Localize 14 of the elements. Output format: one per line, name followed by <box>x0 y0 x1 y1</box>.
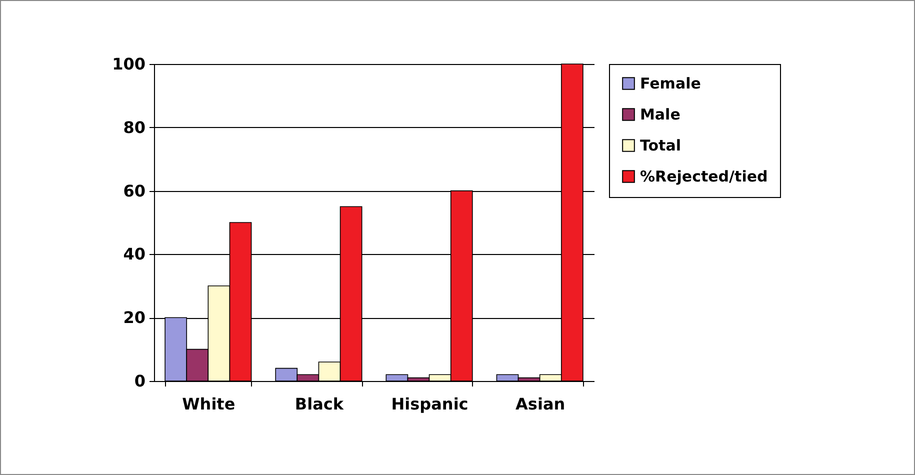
x-tick-label: White <box>182 394 236 414</box>
y-tick-label: 0 <box>134 372 146 390</box>
y-tick-label: 60 <box>123 181 146 200</box>
y-tick-label: 40 <box>123 244 146 264</box>
y-tick-label: 100 <box>112 54 146 74</box>
legend-label: Total <box>640 136 681 154</box>
x-tick-label: Asian <box>516 394 566 414</box>
y-tick-label: 20 <box>123 308 146 328</box>
legend-label: %Rejected/tied <box>640 168 768 186</box>
y-tick-label: 80 <box>123 118 146 137</box>
x-tick-label: Black <box>294 394 344 414</box>
x-tick-label: Hispanic <box>391 394 468 414</box>
legend-label: Female <box>640 74 701 92</box>
legend-label: Male <box>640 106 680 124</box>
